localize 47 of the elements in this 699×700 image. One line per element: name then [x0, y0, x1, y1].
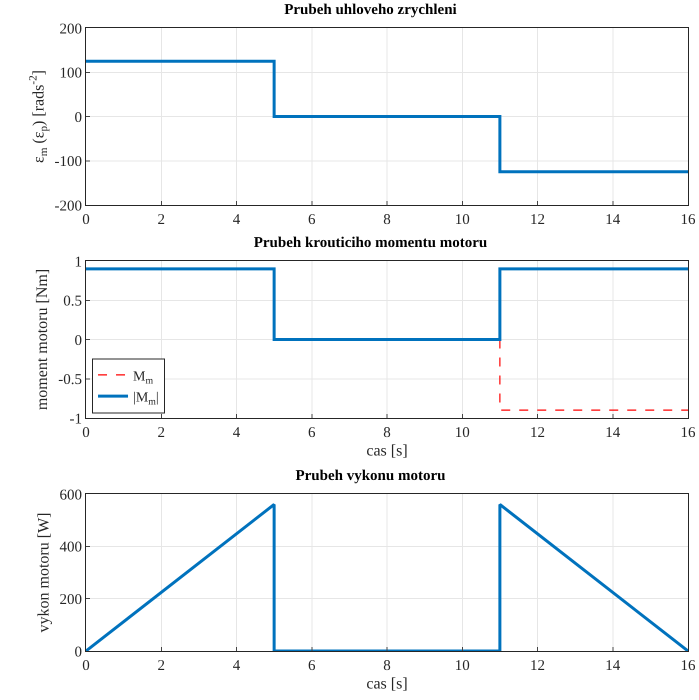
- x-tick-label: 16: [680, 212, 696, 228]
- x-tick-label: 12: [530, 212, 545, 228]
- y-tick-label: -1: [70, 411, 82, 428]
- y-tick-label: 0: [74, 644, 82, 660]
- x-tick-label: 8: [383, 212, 391, 228]
- y-tick-label: 0: [74, 332, 82, 349]
- y-tick-label: 200: [60, 592, 82, 608]
- y-tick-label: 400: [60, 540, 82, 556]
- y-tick-label: -100: [54, 154, 82, 170]
- legend-label: M$_{m}$: [133, 369, 154, 386]
- x-tick-label: 4: [232, 425, 241, 441]
- chart-title: Prubeh uhloveho zrychleni: [284, 2, 457, 18]
- x-axis-title: cas [s]: [366, 676, 408, 693]
- x-tick-label: 14: [605, 212, 621, 228]
- x-tick-label: 8: [383, 658, 391, 674]
- x-tick-label: 2: [158, 212, 165, 228]
- y-tick-label: 0.5: [63, 294, 82, 310]
- x-tick-label: 12: [530, 658, 545, 674]
- x-tick-label: 6: [308, 658, 316, 674]
- y-tick-label: 200: [60, 21, 82, 38]
- chart-title: Prubeh krouticiho momentu motoru: [254, 234, 488, 251]
- y-axis-title: moment motoru [Nm]: [34, 268, 52, 410]
- y-tick-label: -200: [54, 198, 82, 214]
- y-tick-label: 1: [74, 254, 82, 270]
- x-tick-label: 10: [454, 425, 470, 441]
- x-tick-label: 6: [308, 212, 316, 228]
- x-tick-label: 6: [308, 425, 316, 441]
- y-tick-label: 100: [60, 66, 82, 82]
- y-axis-title: vykon motoru [W]: [35, 512, 52, 632]
- x-tick-label: 4: [232, 212, 241, 228]
- x-tick-label: 10: [454, 658, 470, 674]
- y-tick-label: 600: [60, 487, 82, 504]
- x-tick-label: 4: [232, 658, 241, 674]
- x-tick-label: 16: [680, 425, 696, 441]
- x-tick-label: 10: [454, 212, 470, 228]
- legend-label: |M$_{m}$|: [133, 390, 159, 408]
- x-axis-title: cas [s]: [366, 442, 408, 460]
- x-tick-label: 16: [680, 658, 696, 674]
- x-tick-label: 2: [158, 658, 165, 674]
- x-tick-label: 8: [383, 425, 391, 441]
- y-tick-label: -0.5: [58, 372, 82, 388]
- x-tick-label: 14: [605, 425, 621, 441]
- x-tick-label: 12: [530, 425, 545, 441]
- chart-title: Prubeh vykonu motoru: [295, 468, 446, 484]
- y-tick-label: 0: [74, 110, 82, 126]
- x-tick-label: 2: [158, 425, 165, 441]
- x-tick-label: 14: [605, 658, 621, 674]
